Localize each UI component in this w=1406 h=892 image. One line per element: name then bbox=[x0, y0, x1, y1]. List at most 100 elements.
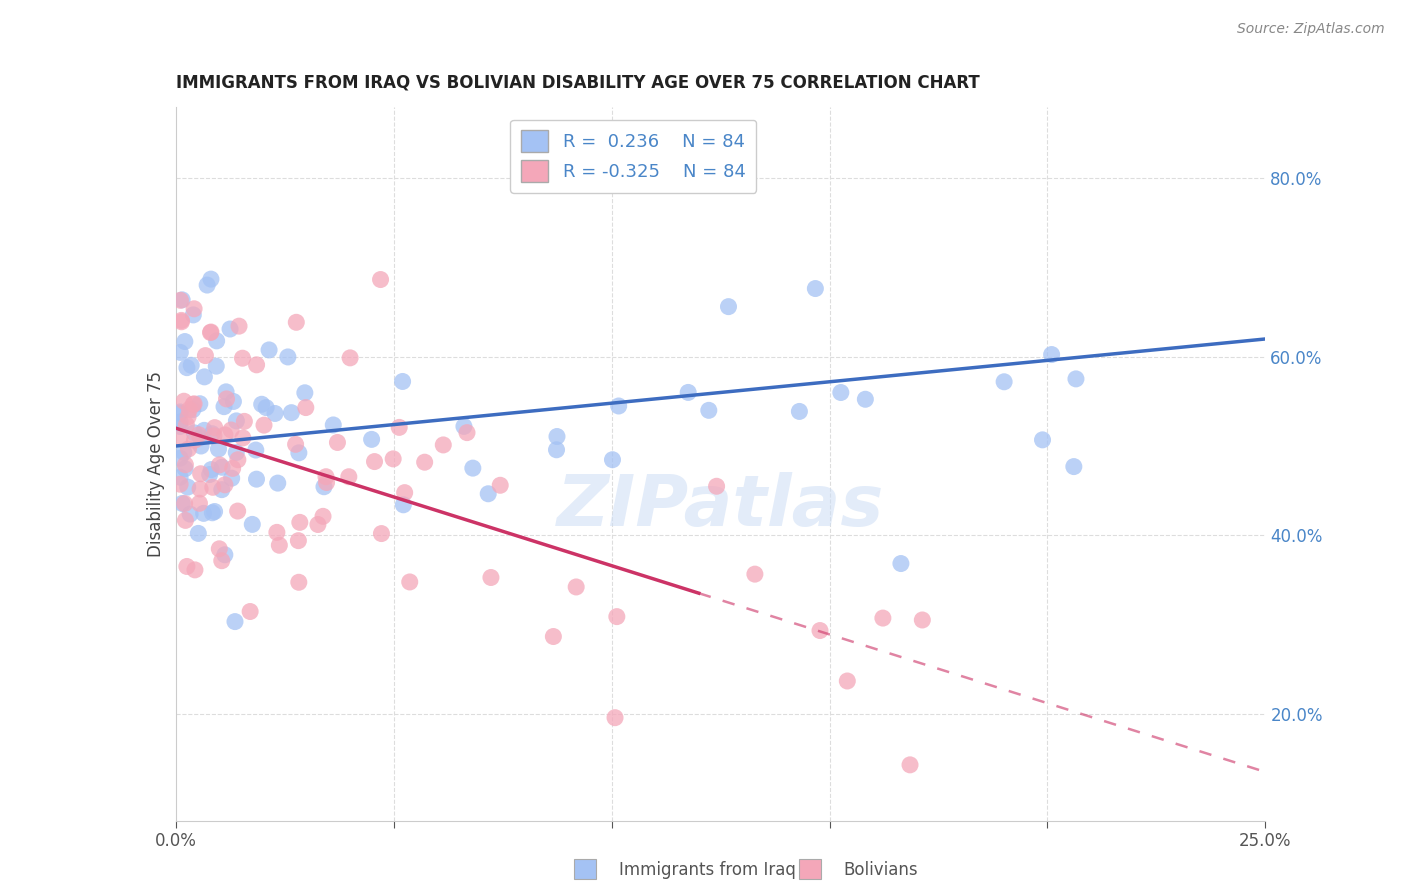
Point bbox=[1040, 347, 1063, 361]
Point bbox=[207, 442, 229, 456]
Point bbox=[221, 471, 243, 485]
Point bbox=[461, 461, 484, 475]
Point bbox=[187, 427, 209, 442]
Point bbox=[177, 442, 200, 456]
Point bbox=[266, 525, 288, 540]
Point bbox=[391, 375, 413, 389]
Point bbox=[872, 611, 894, 625]
Point bbox=[456, 425, 478, 440]
Point bbox=[744, 567, 766, 582]
Point bbox=[215, 392, 238, 406]
Point bbox=[269, 538, 291, 552]
Point bbox=[169, 477, 191, 491]
Point bbox=[993, 375, 1015, 389]
Text: Source: ZipAtlas.com: Source: ZipAtlas.com bbox=[1237, 22, 1385, 37]
Point bbox=[264, 407, 287, 421]
Point bbox=[169, 451, 191, 466]
Point bbox=[315, 469, 337, 483]
Point bbox=[245, 472, 267, 486]
Point bbox=[193, 423, 215, 437]
Point bbox=[789, 404, 811, 418]
Point bbox=[398, 574, 420, 589]
Point bbox=[172, 496, 194, 510]
Point bbox=[204, 504, 226, 518]
Point bbox=[200, 272, 222, 286]
Point bbox=[208, 541, 231, 556]
Point bbox=[201, 506, 224, 520]
Point bbox=[853, 392, 876, 407]
Point bbox=[173, 334, 195, 349]
Point bbox=[170, 313, 193, 327]
Point bbox=[211, 483, 233, 497]
Point bbox=[288, 446, 311, 460]
Point bbox=[267, 476, 290, 491]
Point bbox=[830, 385, 852, 400]
Point bbox=[169, 293, 191, 308]
Point bbox=[183, 397, 205, 411]
Point bbox=[288, 516, 311, 530]
Point bbox=[169, 345, 191, 359]
Point bbox=[188, 482, 211, 496]
Point bbox=[190, 439, 212, 453]
Point bbox=[294, 385, 316, 400]
Point bbox=[169, 470, 191, 484]
Point bbox=[808, 624, 831, 638]
Point bbox=[198, 467, 221, 482]
Point bbox=[201, 480, 224, 494]
Point bbox=[201, 426, 224, 441]
Point bbox=[180, 359, 202, 373]
Point bbox=[183, 425, 205, 440]
Point bbox=[176, 559, 198, 574]
Point bbox=[602, 452, 624, 467]
Point bbox=[432, 438, 454, 452]
Point bbox=[307, 517, 329, 532]
Point bbox=[898, 757, 921, 772]
Point bbox=[219, 322, 242, 336]
Point bbox=[212, 400, 235, 414]
Point bbox=[388, 420, 411, 434]
Point bbox=[173, 445, 195, 459]
Point bbox=[228, 319, 250, 334]
Point bbox=[382, 451, 405, 466]
Point bbox=[181, 402, 204, 417]
Point bbox=[312, 480, 335, 494]
Point bbox=[370, 272, 392, 286]
Point bbox=[804, 281, 827, 295]
Point bbox=[177, 480, 200, 494]
Point bbox=[214, 428, 236, 442]
Text: IMMIGRANTS FROM IRAQ VS BOLIVIAN DISABILITY AGE OVER 75 CORRELATION CHART: IMMIGRANTS FROM IRAQ VS BOLIVIAN DISABIL… bbox=[176, 74, 980, 92]
Point bbox=[245, 443, 267, 458]
Point bbox=[285, 315, 308, 329]
Point bbox=[239, 605, 262, 619]
Point bbox=[233, 414, 256, 428]
Point bbox=[170, 315, 193, 329]
Point bbox=[188, 431, 211, 445]
Point bbox=[254, 401, 277, 415]
Text: Bolivians: Bolivians bbox=[844, 861, 918, 879]
Point bbox=[176, 360, 198, 375]
Point bbox=[208, 458, 231, 472]
Point bbox=[287, 533, 309, 548]
Point bbox=[360, 433, 382, 447]
Point bbox=[179, 507, 201, 521]
Point bbox=[226, 452, 249, 467]
Point bbox=[181, 308, 204, 322]
Point bbox=[277, 350, 299, 364]
Point bbox=[312, 509, 335, 524]
Point bbox=[326, 435, 349, 450]
Point bbox=[169, 432, 191, 446]
Point bbox=[392, 498, 415, 512]
Y-axis label: Disability Age Over 75: Disability Age Over 75 bbox=[146, 371, 165, 557]
Point bbox=[911, 613, 934, 627]
Point bbox=[225, 414, 247, 428]
Point bbox=[363, 454, 385, 468]
Point bbox=[174, 458, 197, 472]
Point bbox=[211, 554, 233, 568]
Point bbox=[211, 460, 233, 475]
Point bbox=[489, 478, 512, 492]
Point bbox=[706, 479, 728, 493]
Point bbox=[200, 326, 222, 340]
Point bbox=[606, 609, 628, 624]
Point bbox=[193, 507, 215, 521]
Point bbox=[188, 397, 211, 411]
